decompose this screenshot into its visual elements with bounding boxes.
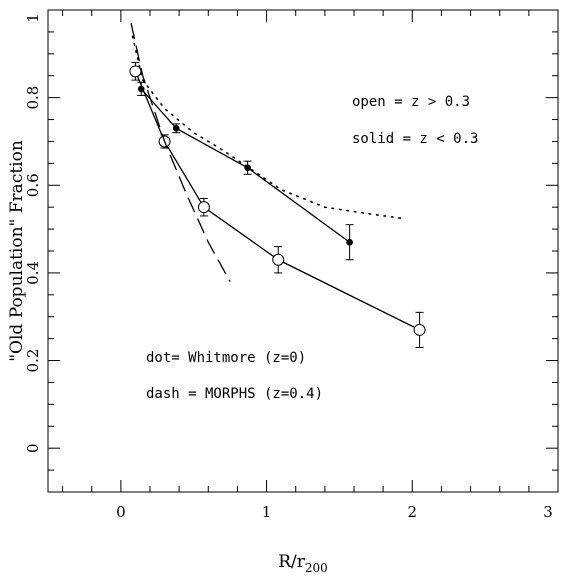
series-0 xyxy=(129,62,426,348)
data-point xyxy=(129,65,142,78)
x-axis-label-subscript: 200 xyxy=(305,561,328,575)
data-point xyxy=(172,125,180,132)
axis-ticks xyxy=(48,9,559,493)
x-axis-label-main: R/r xyxy=(278,552,306,572)
x-axis-label: R/r200 xyxy=(278,552,328,575)
series-1 xyxy=(137,81,354,261)
y-axis-label: "Old Population" Fraction xyxy=(7,140,27,362)
legend-solid-note: solid = z < 0.3 xyxy=(352,131,478,147)
series-layer xyxy=(129,23,426,348)
data-point xyxy=(272,253,285,266)
y-tick-label: 0.4 xyxy=(24,261,42,285)
y-tick-label: 0.2 xyxy=(24,349,42,373)
y-tick-label: 0 xyxy=(24,443,42,453)
data-point xyxy=(197,201,210,214)
legend-dot-note: dot= Whitmore (z=0) xyxy=(146,350,306,366)
legend-dash-note: dash = MORPHS (z=0.4) xyxy=(146,386,323,402)
series-3 xyxy=(130,23,231,282)
x-tick-label: 1 xyxy=(262,503,272,521)
series-2 xyxy=(131,35,402,219)
y-tick-label: 0.8 xyxy=(24,86,42,110)
legend-open-note: open = z > 0.3 xyxy=(352,94,470,110)
x-tick-label: 0 xyxy=(116,503,126,521)
series-line xyxy=(130,23,231,282)
x-tick-label: 2 xyxy=(408,503,418,521)
series-line xyxy=(140,88,351,243)
data-point xyxy=(137,85,145,93)
y-tick-label: 0.6 xyxy=(24,173,42,197)
y-tick-label: 1 xyxy=(24,13,42,23)
series-line xyxy=(134,71,420,331)
x-tick-label: 3 xyxy=(543,503,553,521)
axis-tick-labels: 0 1 2 3 0 0.2 0.4 0.6 0.8 1 xyxy=(24,13,553,521)
series-line xyxy=(131,35,402,219)
data-point xyxy=(413,323,426,336)
data-point xyxy=(346,238,353,246)
plot-frame xyxy=(47,9,559,493)
